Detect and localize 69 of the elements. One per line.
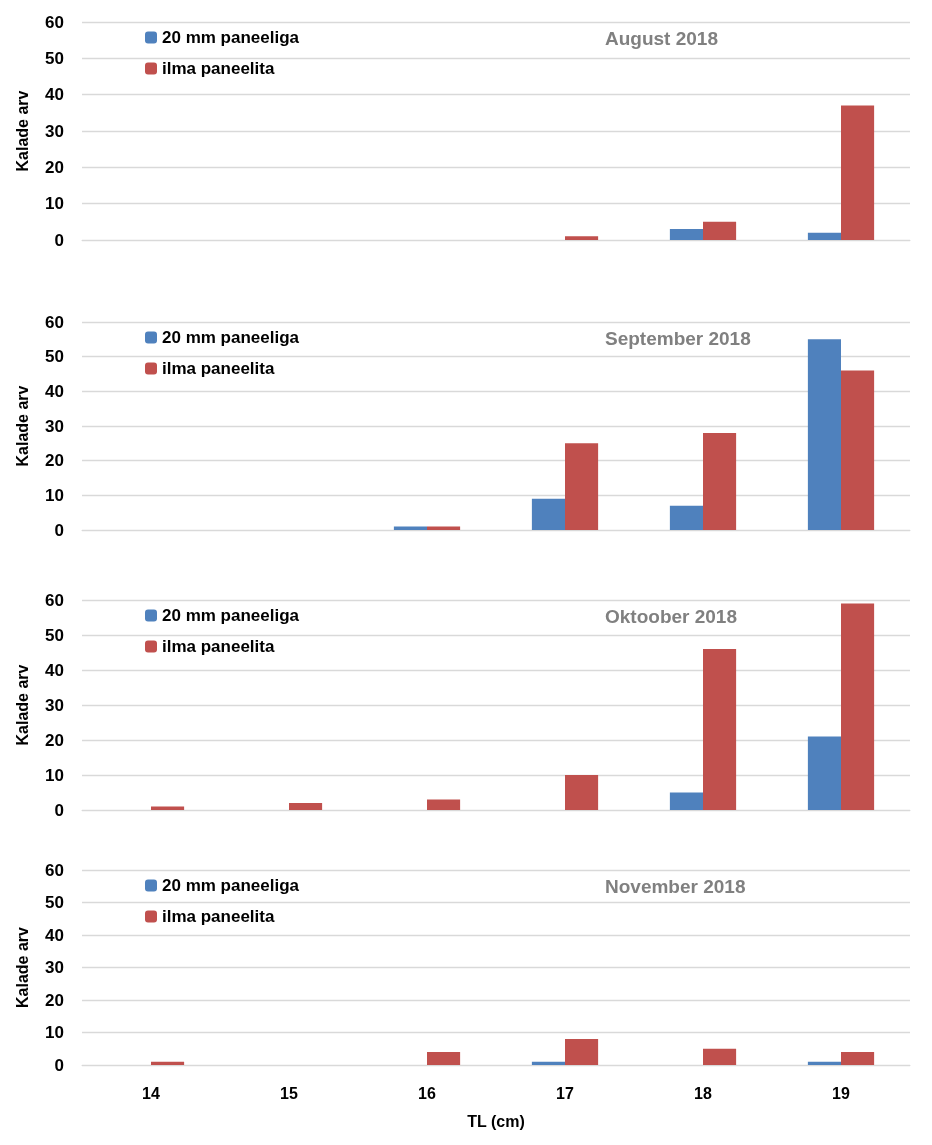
y-tick-label: 0 <box>54 520 64 540</box>
bar <box>703 221 737 240</box>
chart-title: September 2018 <box>605 328 751 349</box>
y-tick-label: 40 <box>45 85 64 105</box>
y-tick-label: 50 <box>45 347 64 367</box>
y-axis-title: Kalade arv <box>13 385 31 467</box>
bar <box>531 498 565 530</box>
bar <box>841 370 875 530</box>
x-axis-title: TL (cm) <box>467 1112 525 1130</box>
x-tick-label: 14 <box>142 1084 160 1102</box>
y-tick-label: 30 <box>45 958 64 977</box>
bar <box>807 232 841 240</box>
chart-title: Oktoober 2018 <box>605 606 737 627</box>
y-tick-label: 0 <box>54 800 64 820</box>
bar <box>289 803 323 810</box>
x-tick-label: 17 <box>556 1084 574 1102</box>
bar <box>427 799 461 810</box>
y-tick-label: 60 <box>45 860 64 880</box>
y-tick-label: 10 <box>45 1023 64 1042</box>
x-tick-label: 18 <box>694 1084 712 1102</box>
legend-label: 20 mm paneeliga <box>162 328 300 347</box>
bar <box>565 443 599 530</box>
legend-label: ilma paneelita <box>162 907 275 926</box>
y-tick-label: 40 <box>45 660 64 680</box>
bar <box>565 775 599 810</box>
x-tick-label: 15 <box>280 1084 298 1102</box>
legend-label: ilma paneelita <box>162 637 275 656</box>
x-tick-label: 19 <box>832 1084 850 1102</box>
legend-label: 20 mm paneeliga <box>162 606 300 625</box>
chart-title: August 2018 <box>605 28 718 49</box>
y-tick-label: 40 <box>45 381 64 401</box>
y-tick-label: 30 <box>45 695 64 715</box>
y-tick-label: 60 <box>45 590 64 610</box>
y-tick-label: 20 <box>45 451 64 471</box>
y-tick-label: 30 <box>45 121 64 141</box>
legend-label: 20 mm paneeliga <box>162 876 300 895</box>
y-tick-label: 20 <box>45 990 64 1010</box>
x-tick-label: 16 <box>418 1084 436 1102</box>
y-tick-label: 10 <box>45 194 64 214</box>
bar <box>669 792 703 810</box>
bar <box>703 649 737 810</box>
y-axis-title: Kalade arv <box>13 926 31 1008</box>
y-tick-label: 50 <box>45 48 64 68</box>
legend-label: 20 mm paneeliga <box>162 28 300 47</box>
bar <box>807 339 841 530</box>
legend-label: ilma paneelita <box>162 59 275 78</box>
bar <box>669 505 703 530</box>
y-axis-title: Kalade arv <box>13 664 31 746</box>
y-tick-label: 0 <box>54 1055 64 1075</box>
y-tick-label: 10 <box>45 765 64 785</box>
bar <box>669 229 703 240</box>
y-tick-label: 20 <box>45 730 64 750</box>
y-tick-label: 50 <box>45 893 64 912</box>
y-tick-label: 60 <box>45 312 64 332</box>
y-axis-title: Kalade arv <box>13 90 31 172</box>
bar <box>841 603 875 810</box>
y-tick-label: 50 <box>45 625 64 645</box>
chart-title: November 2018 <box>605 876 746 897</box>
y-tick-label: 60 <box>45 12 64 32</box>
y-tick-label: 20 <box>45 157 64 177</box>
bar <box>565 236 599 240</box>
legend-label: ilma paneelita <box>162 359 275 378</box>
bar <box>807 736 841 810</box>
bar <box>841 105 875 240</box>
y-tick-label: 10 <box>45 485 64 505</box>
y-tick-label: 30 <box>45 416 64 436</box>
y-tick-label: 0 <box>54 230 64 250</box>
y-tick-label: 40 <box>45 925 64 945</box>
bar <box>703 432 737 530</box>
